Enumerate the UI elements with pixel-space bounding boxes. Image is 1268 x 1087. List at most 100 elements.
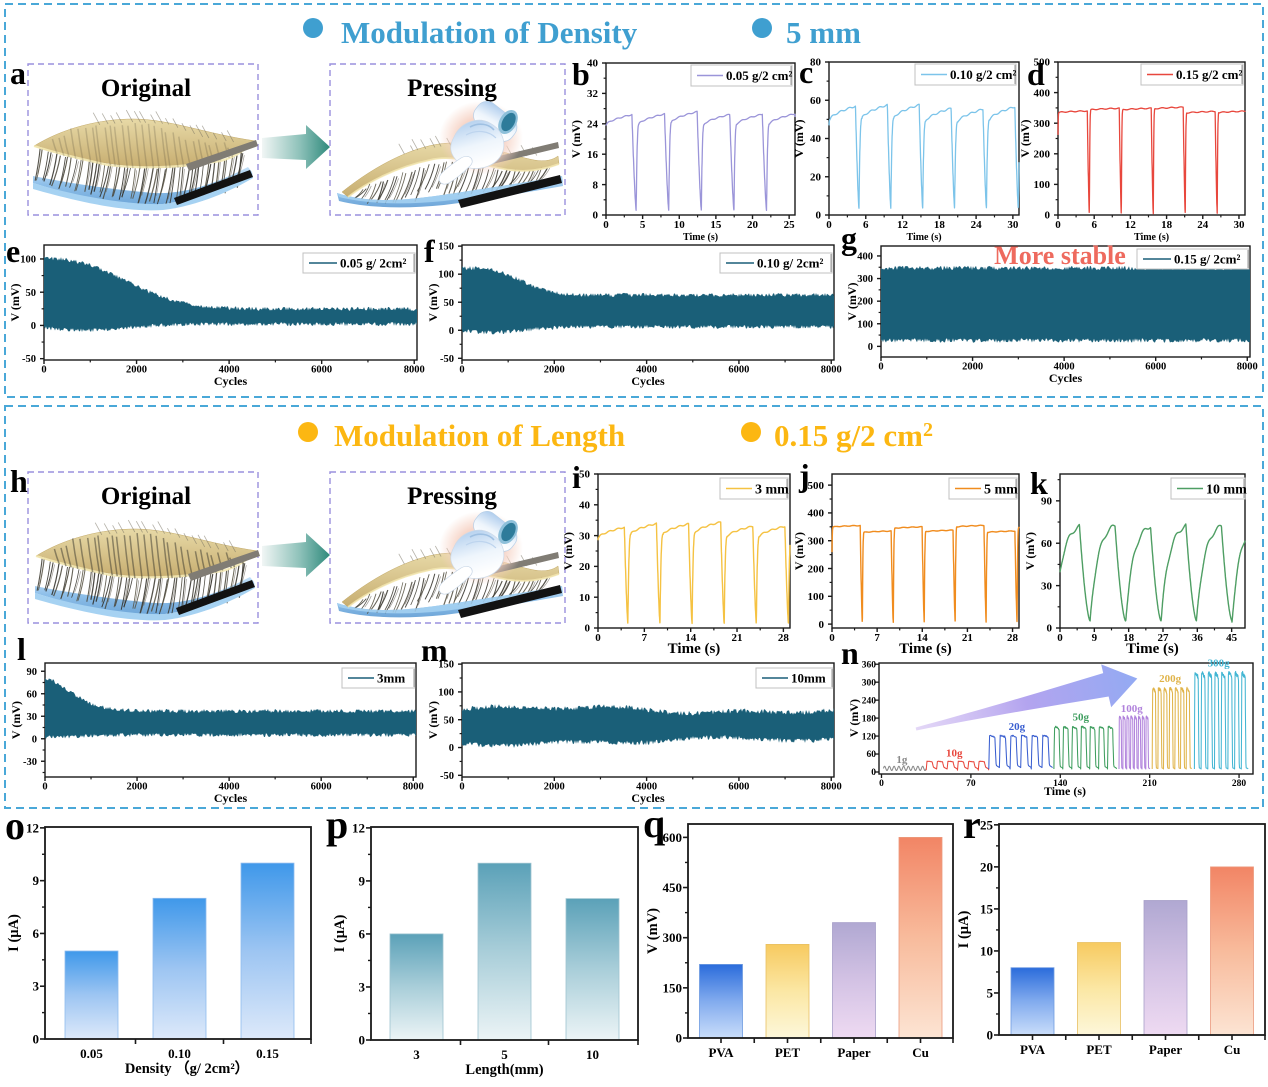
svg-text:10mm: 10mm [791,670,826,685]
svg-text:300: 300 [808,535,825,547]
svg-text:0: 0 [32,734,37,745]
svg-text:6: 6 [863,219,869,231]
svg-text:18: 18 [1123,632,1135,644]
svg-text:3 mm: 3 mm [755,482,789,497]
svg-text:24: 24 [1197,219,1209,231]
svg-text:18: 18 [934,219,946,231]
svg-text:Cu: Cu [1224,1042,1241,1057]
svg-text:Cycles: Cycles [214,791,248,805]
svg-text:7: 7 [874,632,880,644]
svg-text:24: 24 [971,219,983,231]
svg-text:0: 0 [42,782,47,793]
svg-text:r: r [963,802,981,847]
svg-text:n: n [841,635,859,671]
svg-text:300: 300 [663,930,683,945]
svg-text:21: 21 [962,632,973,644]
svg-text:Time (s): Time (s) [899,641,952,657]
svg-text:30: 30 [27,712,38,723]
svg-text:0: 0 [868,342,873,353]
svg-text:6: 6 [359,926,366,941]
svg-text:V (mV): V (mV) [426,701,440,739]
svg-text:0.15: 0.15 [256,1046,279,1061]
svg-text:28: 28 [778,632,790,644]
svg-text:50g: 50g [1072,712,1089,724]
svg-text:Pressing: Pressing [407,483,497,510]
svg-text:280: 280 [1232,779,1247,789]
svg-text:k: k [1030,465,1048,501]
svg-text:400: 400 [857,252,873,263]
svg-text:14: 14 [917,632,929,644]
svg-text:0: 0 [459,365,464,376]
svg-text:45: 45 [1226,632,1238,644]
svg-text:g: g [841,220,857,256]
svg-text:18: 18 [1161,219,1173,231]
svg-text:360: 360 [862,660,877,670]
svg-text:Time (s): Time (s) [1126,641,1179,657]
svg-text:100: 100 [20,255,36,266]
svg-text:50: 50 [26,288,37,299]
svg-text:50: 50 [444,715,455,726]
svg-text:0.05 g/ 2cm²: 0.05 g/ 2cm² [340,255,406,270]
svg-text:150: 150 [663,980,683,995]
svg-text:100g: 100g [1121,703,1144,715]
svg-text:30: 30 [1007,219,1019,231]
svg-text:10 mm: 10 mm [1206,482,1247,497]
svg-text:2000: 2000 [544,782,565,793]
svg-text:80: 80 [810,57,822,69]
svg-text:12: 12 [1125,219,1137,231]
svg-text:5 mm: 5 mm [984,482,1018,497]
svg-text:0: 0 [829,632,835,644]
svg-text:4000: 4000 [219,782,240,793]
svg-text:16: 16 [587,149,599,161]
svg-text:200: 200 [1034,149,1051,161]
svg-text:j: j [798,457,810,493]
svg-text:Cycles: Cycles [631,791,665,805]
svg-text:9: 9 [1092,632,1098,644]
svg-text:0: 0 [1045,210,1051,222]
svg-text:20: 20 [810,171,822,183]
svg-text:14: 14 [685,632,697,644]
svg-text:0: 0 [31,321,36,332]
svg-text:0.10 g/ 2cm²: 0.10 g/ 2cm² [757,255,823,270]
svg-text:V (mV): V (mV) [645,908,661,954]
svg-text:h: h [10,463,28,499]
svg-text:l: l [17,631,26,667]
svg-text:f: f [424,233,435,269]
svg-text:60: 60 [27,689,38,700]
svg-text:I (μA): I (μA) [956,911,972,949]
svg-text:9: 9 [359,873,366,888]
svg-text:0.15 g/2 cm2: 0.15 g/2 cm2 [774,418,933,453]
svg-text:q: q [643,801,665,846]
svg-text:5: 5 [987,985,994,1000]
svg-text:10: 10 [674,219,686,231]
svg-text:30: 30 [579,530,591,542]
svg-text:200g: 200g [1159,673,1182,685]
svg-text:Cycles: Cycles [214,374,248,388]
svg-text:210: 210 [1143,779,1158,789]
svg-text:8000: 8000 [403,782,424,793]
svg-text:5 mm: 5 mm [786,15,861,50]
svg-text:Density （g/ 2cm²）: Density （g/ 2cm²） [125,1059,249,1077]
svg-text:60: 60 [1041,538,1053,550]
svg-text:b: b [572,56,590,92]
svg-text:32: 32 [587,88,599,100]
svg-text:5: 5 [640,219,646,231]
svg-text:0.05 g/2 cm²: 0.05 g/2 cm² [726,68,792,83]
svg-text:300g: 300g [1208,658,1231,670]
svg-text:100: 100 [857,319,873,330]
svg-text:20: 20 [579,561,591,573]
svg-text:0: 0 [459,782,464,793]
svg-text:50: 50 [579,469,591,481]
svg-text:5: 5 [501,1047,508,1062]
svg-text:0: 0 [819,619,825,631]
svg-text:4000: 4000 [1054,362,1075,373]
svg-text:I (μA): I (μA) [6,914,22,952]
svg-text:V (mV): V (mV) [8,283,22,321]
svg-text:I (μA): I (μA) [332,915,348,953]
svg-text:6: 6 [1091,219,1097,231]
svg-text:Pressing: Pressing [407,75,497,102]
svg-text:6: 6 [33,926,40,941]
svg-text:10: 10 [980,943,993,958]
svg-text:15: 15 [980,901,994,916]
svg-text:500: 500 [808,480,825,492]
